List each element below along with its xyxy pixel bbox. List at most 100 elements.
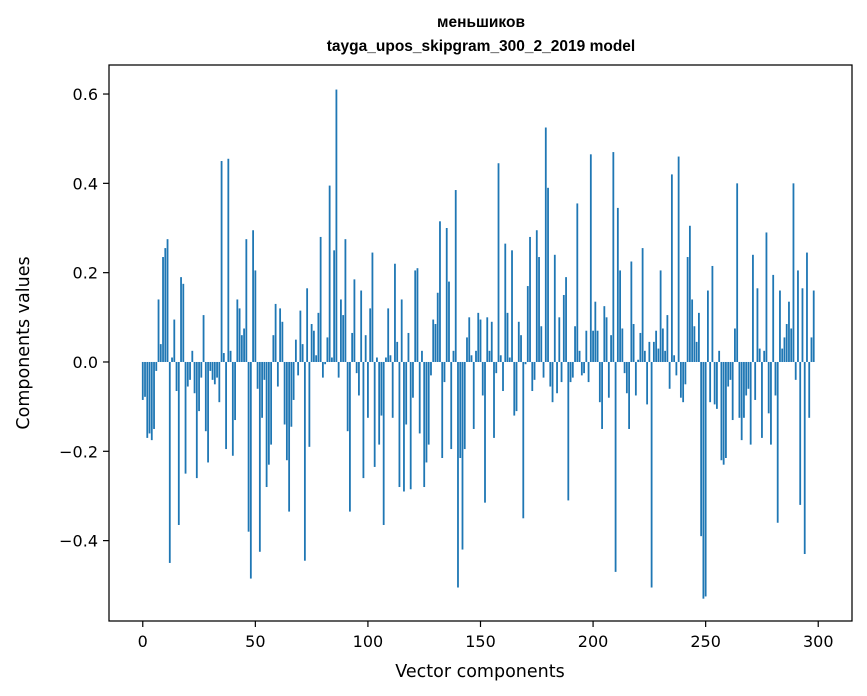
bar-96 bbox=[358, 361, 360, 396]
bar-187 bbox=[562, 294, 565, 362]
bar-2 bbox=[146, 361, 149, 438]
bar-128 bbox=[430, 361, 432, 376]
bar-106 bbox=[380, 361, 383, 416]
bar-73 bbox=[306, 288, 309, 362]
bar-74 bbox=[308, 361, 311, 447]
bar-0 bbox=[141, 361, 144, 400]
bar-42 bbox=[236, 299, 239, 362]
bar-23 bbox=[193, 361, 196, 394]
x-tick-label: 100 bbox=[353, 632, 384, 651]
y-tick-label: 0.0 bbox=[73, 353, 98, 372]
bar-279 bbox=[770, 361, 772, 445]
bar-266 bbox=[740, 361, 743, 441]
bar-7 bbox=[157, 299, 160, 362]
bar-51 bbox=[256, 361, 259, 389]
bar-125 bbox=[423, 361, 426, 488]
bar-267 bbox=[743, 361, 745, 418]
bar-230 bbox=[659, 270, 662, 362]
bar-224 bbox=[646, 361, 649, 405]
bar-167 bbox=[517, 321, 520, 362]
y-tick-label: 0.6 bbox=[73, 85, 98, 104]
bar-119 bbox=[409, 361, 412, 490]
bar-226 bbox=[650, 361, 653, 588]
bar-240 bbox=[682, 361, 685, 403]
bar-192 bbox=[574, 326, 576, 362]
bar-197 bbox=[585, 330, 588, 362]
bar-286 bbox=[785, 324, 788, 362]
bar-60 bbox=[276, 361, 279, 387]
bar-13 bbox=[171, 357, 173, 362]
bar-11 bbox=[166, 239, 169, 362]
bar-107 bbox=[382, 361, 385, 525]
bar-254 bbox=[713, 361, 716, 405]
bar-35 bbox=[220, 161, 223, 362]
bar-259 bbox=[725, 361, 727, 458]
bar-271 bbox=[752, 254, 754, 362]
bar-252 bbox=[709, 361, 712, 403]
bar-131 bbox=[436, 292, 439, 362]
bar-159 bbox=[499, 355, 502, 362]
bar-117 bbox=[405, 361, 408, 425]
bar-258 bbox=[722, 361, 725, 465]
y-tick-label: −0.4 bbox=[59, 532, 98, 551]
x-tick-label: 0 bbox=[138, 632, 148, 651]
bar-135 bbox=[445, 228, 448, 362]
bar-26 bbox=[200, 361, 203, 378]
bar-47 bbox=[247, 361, 250, 532]
bar-157 bbox=[495, 361, 498, 374]
bar-133 bbox=[441, 361, 444, 458]
bar-280 bbox=[772, 274, 775, 362]
bar-168 bbox=[520, 335, 522, 362]
bar-269 bbox=[747, 361, 750, 389]
bar-93 bbox=[351, 332, 354, 362]
bar-10 bbox=[164, 248, 167, 362]
y-tick-label: 0.4 bbox=[73, 174, 98, 193]
bar-287 bbox=[788, 301, 790, 362]
bar-58 bbox=[272, 335, 275, 362]
bar-114 bbox=[398, 361, 401, 488]
bar-180 bbox=[547, 187, 549, 362]
bar-94 bbox=[353, 279, 356, 362]
bar-298 bbox=[812, 290, 815, 362]
bar-6 bbox=[155, 361, 158, 371]
bar-284 bbox=[781, 348, 784, 362]
bar-291 bbox=[797, 270, 799, 362]
bar-111 bbox=[391, 361, 394, 418]
bar-151 bbox=[481, 361, 484, 396]
bar-179 bbox=[544, 127, 547, 362]
bar-53 bbox=[261, 361, 263, 418]
bar-18 bbox=[182, 283, 185, 362]
bar-200 bbox=[592, 330, 594, 362]
bar-263 bbox=[734, 328, 736, 362]
bar-178 bbox=[542, 361, 545, 378]
bar-277 bbox=[765, 232, 768, 362]
bar-248 bbox=[700, 361, 703, 537]
bar-99 bbox=[364, 335, 367, 362]
bar-155 bbox=[490, 321, 493, 362]
bar-185 bbox=[558, 317, 561, 362]
bar-48 bbox=[249, 361, 252, 579]
bar-132 bbox=[439, 221, 441, 362]
bar-188 bbox=[565, 277, 567, 362]
bar-190 bbox=[569, 361, 572, 383]
bar-232 bbox=[664, 350, 667, 362]
bar-33 bbox=[216, 361, 218, 378]
bar-169 bbox=[522, 361, 525, 519]
bar-130 bbox=[434, 324, 437, 362]
bar-12 bbox=[168, 361, 171, 563]
bar-296 bbox=[808, 361, 811, 418]
x-tick-label: 250 bbox=[690, 632, 721, 651]
bar-142 bbox=[461, 361, 464, 550]
bar-239 bbox=[679, 361, 682, 398]
bar-184 bbox=[556, 361, 558, 394]
bar-198 bbox=[587, 361, 590, 383]
bar-103 bbox=[373, 361, 376, 467]
bar-191 bbox=[571, 361, 574, 378]
bar-81 bbox=[324, 361, 327, 365]
bar-233 bbox=[666, 315, 669, 362]
bar-65 bbox=[288, 361, 291, 512]
bar-14 bbox=[173, 319, 176, 362]
bar-30 bbox=[209, 361, 212, 371]
bar-44 bbox=[240, 335, 243, 362]
bar-156 bbox=[493, 361, 495, 438]
